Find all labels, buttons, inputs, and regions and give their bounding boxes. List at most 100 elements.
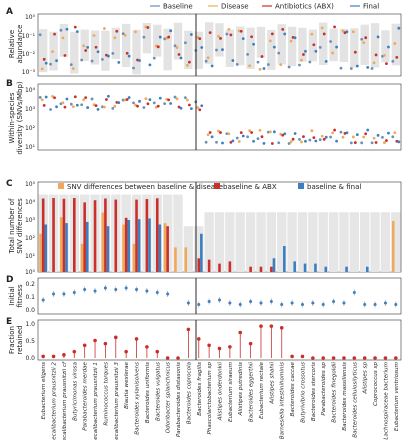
- panel-c-bar: [101, 212, 105, 272]
- panel-d-point: [269, 300, 273, 303]
- panel-d-point: [41, 298, 45, 302]
- x-tick-label: Lachnospiraceae bacterium: [383, 361, 389, 439]
- panel-a-points: [38, 25, 401, 71]
- panel-b-point: [349, 141, 353, 145]
- panel-d-point: [207, 300, 211, 303]
- panel-b-point: [304, 139, 307, 143]
- panel-b-point: [335, 139, 338, 143]
- panel-a-point: [393, 42, 397, 45]
- x-tick-label: Bacteroides uniformis: [145, 362, 151, 423]
- panel-a-range: [142, 22, 152, 54]
- panel-a-point: [229, 33, 233, 37]
- panel-a-point: [94, 45, 98, 49]
- panel-c-bg-bar: [245, 212, 256, 272]
- panel-b-point: [136, 104, 139, 108]
- panel-b-point: [53, 96, 56, 100]
- panel-a-range: [225, 29, 235, 67]
- panel-c-tick-4: 10¹: [25, 253, 36, 260]
- panel-e-point: [82, 343, 87, 348]
- legend-top-label: Final: [363, 3, 379, 11]
- panel-b-point: [185, 98, 189, 102]
- panel-c-bar: [163, 223, 167, 272]
- panel-b-point: [387, 131, 390, 135]
- panel-a-point: [217, 34, 220, 38]
- panel-b-point: [38, 95, 42, 99]
- panel-e-point: [124, 349, 128, 354]
- panel-a-point: [169, 29, 173, 33]
- panel-b-point: [391, 135, 395, 139]
- panel-b-point: [302, 135, 305, 139]
- panel-c-bg-bar: [318, 212, 328, 272]
- panel-b-point: [113, 104, 117, 108]
- panel-b-point: [353, 141, 357, 144]
- panel-b: B Within-species diversity (SNVs/Mbp) 10…: [6, 79, 402, 155]
- panel-b-point: [167, 98, 171, 102]
- x-tick-label: Butyricimonas virosa: [72, 361, 78, 420]
- panel-a-point: [293, 36, 297, 40]
- panel-a-point: [374, 53, 378, 57]
- x-tick-label: Bacteroides coprocola: [186, 361, 192, 424]
- panel-a-point: [210, 64, 214, 68]
- panel-a-point: [121, 32, 125, 36]
- panel-a-point: [183, 41, 187, 45]
- panel-e-point: [41, 354, 45, 359]
- panel-b-point: [318, 138, 322, 142]
- panel-b-point: [111, 106, 115, 110]
- panel-b-point: [101, 105, 104, 109]
- panel-c-ylabel-2: SNV differences: [16, 198, 24, 254]
- panel-a-point: [339, 66, 343, 70]
- panel-letter-b: B: [6, 79, 13, 89]
- panel-b-point: [144, 97, 148, 101]
- panel-c-bar: [114, 199, 118, 272]
- panel-b-point: [370, 141, 374, 145]
- panel-a-point: [42, 57, 46, 61]
- panel-b-point: [291, 137, 295, 141]
- panel-a-point: [208, 31, 212, 35]
- panel-c-tick-5: 10⁰: [25, 269, 36, 276]
- panel-a-point: [397, 26, 401, 30]
- x-tick-label: Butyrivibrio crossotus: [300, 362, 306, 423]
- panel-a-point: [372, 61, 376, 65]
- panel-b-ylabel-1: Within-species: [8, 92, 16, 143]
- panel-b-point: [362, 135, 366, 139]
- panel-b-point: [163, 102, 167, 106]
- panel-b-point: [183, 96, 187, 100]
- legend-c-label: SNV differences between baseline & disea…: [67, 183, 223, 191]
- panel-b-point: [383, 141, 386, 144]
- panel-e-points: [41, 324, 398, 360]
- panel-b-point: [200, 104, 204, 108]
- panel-a-point: [246, 52, 250, 56]
- panel-b-point: [51, 94, 54, 98]
- panel-c-ylabel-1: Total number of: [8, 198, 16, 254]
- panel-a-point: [351, 30, 355, 34]
- panel-c-bg-bar: [391, 212, 401, 272]
- panel-b-point: [105, 98, 108, 101]
- panel-a-range: [329, 28, 338, 62]
- panel-a-point: [69, 63, 73, 67]
- panel-a-point: [90, 59, 94, 63]
- panel-a-range: [215, 23, 224, 57]
- panel-c-bar: [324, 266, 328, 272]
- panel-d-point: [352, 291, 356, 294]
- panel-e-point: [196, 337, 201, 341]
- panel-a-point: [132, 66, 135, 70]
- panel-b-point: [331, 131, 334, 135]
- panel-b-point: [293, 132, 297, 135]
- panel-a-range: [39, 29, 48, 73]
- panel-c-bar: [80, 243, 84, 272]
- panel-a-point: [206, 56, 210, 60]
- panel-b-point: [148, 98, 152, 102]
- panel-a-point: [44, 61, 48, 65]
- panel-a-point: [158, 35, 162, 39]
- panel-a-point: [331, 51, 334, 55]
- panel-a-point: [59, 28, 63, 32]
- panel-b-point: [86, 106, 90, 109]
- panel-a-point: [376, 35, 380, 39]
- panel-a-point: [73, 25, 77, 29]
- panel-c-bar: [218, 263, 221, 272]
- panel-c-bar: [174, 247, 177, 272]
- panel-e-point: [176, 356, 180, 360]
- panel-a-range: [101, 30, 110, 71]
- panel-b-point: [385, 139, 388, 142]
